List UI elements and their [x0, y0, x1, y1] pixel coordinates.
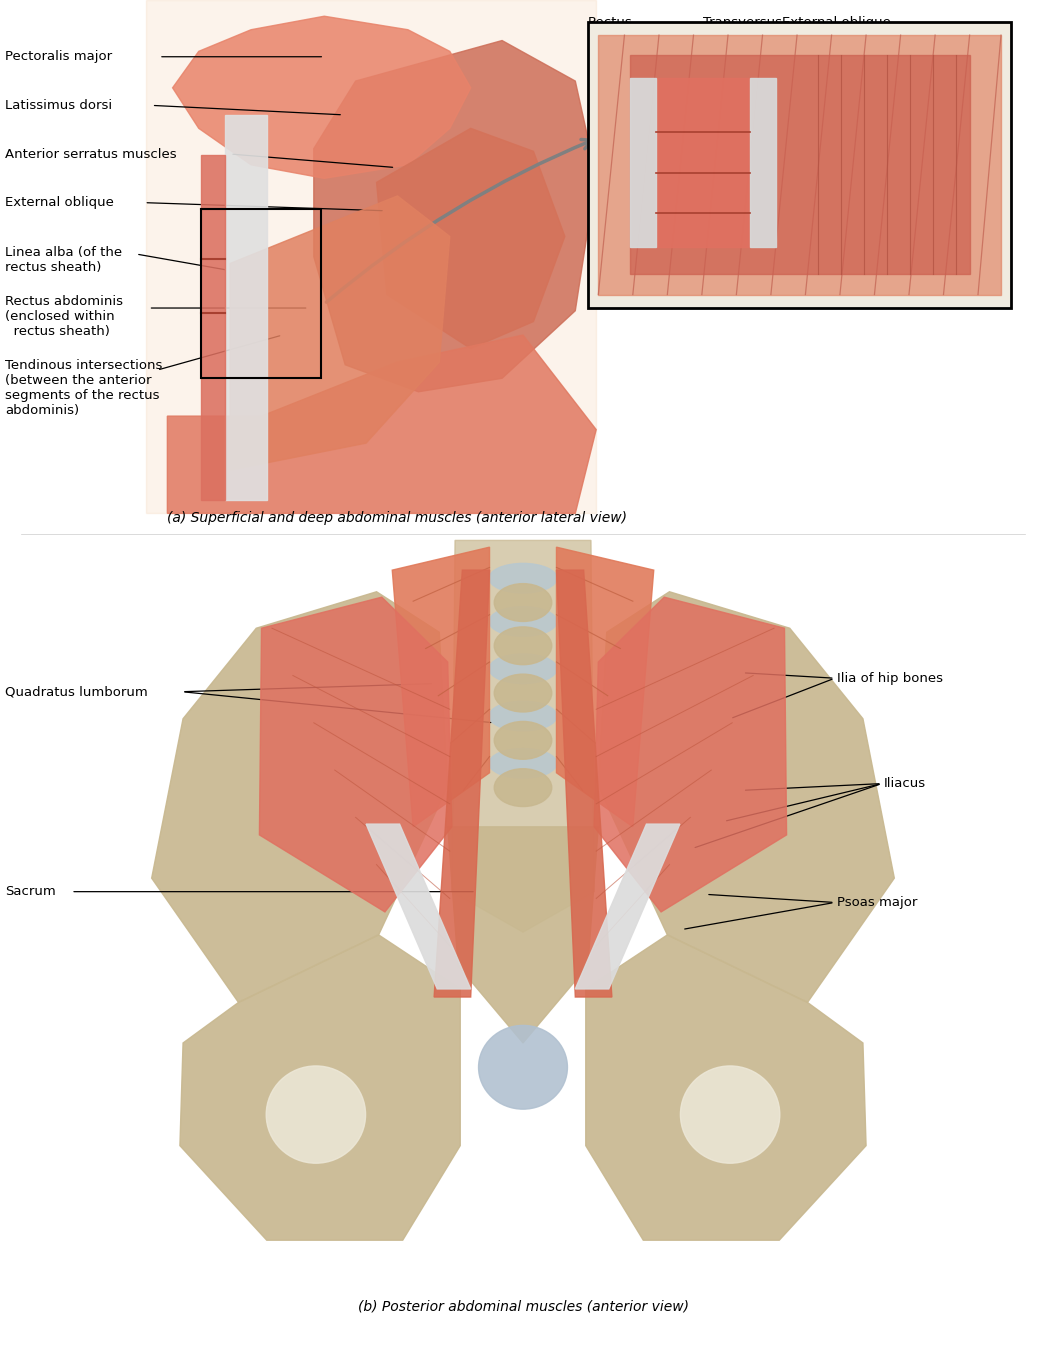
Text: (a) Superficial and deep abdominal muscles (anterior lateral view): (a) Superficial and deep abdominal muscl… [167, 511, 628, 524]
Polygon shape [630, 55, 970, 274]
Text: Anterior serratus muscles: Anterior serratus muscles [5, 147, 177, 161]
Polygon shape [575, 824, 680, 989]
Text: Psoas major: Psoas major [837, 896, 917, 909]
Text: Linea alba (of the
rectus sheath): Linea alba (of the rectus sheath) [5, 246, 122, 274]
Text: Tendinous intersections
(between the anterior
segments of the rectus
abdominis): Tendinous intersections (between the ant… [5, 359, 162, 417]
Bar [201, 209, 321, 378]
Polygon shape [598, 592, 894, 1002]
Text: Rectus abdominis: Rectus abdominis [588, 209, 706, 223]
Polygon shape [180, 935, 460, 1240]
Ellipse shape [266, 1066, 366, 1163]
Ellipse shape [494, 584, 552, 621]
Polygon shape [377, 128, 565, 349]
Ellipse shape [494, 721, 552, 759]
Text: Rectus abdominis
(enclosed within
  rectus sheath): Rectus abdominis (enclosed within rectus… [5, 295, 123, 338]
Polygon shape [434, 570, 490, 997]
Polygon shape [598, 35, 1001, 295]
Ellipse shape [488, 607, 556, 636]
Polygon shape [201, 155, 225, 500]
Text: External oblique: External oblique [5, 196, 114, 209]
Polygon shape [586, 935, 866, 1240]
Bar [656, 78, 750, 247]
Ellipse shape [494, 769, 552, 807]
Text: (b) Posterior abdominal muscles (anterior view): (b) Posterior abdominal muscles (anterio… [358, 1300, 688, 1313]
Bar [750, 78, 776, 247]
Polygon shape [556, 570, 612, 997]
Polygon shape [314, 41, 596, 392]
Ellipse shape [494, 674, 552, 712]
Polygon shape [152, 592, 448, 1002]
Ellipse shape [488, 563, 556, 593]
Polygon shape [167, 335, 596, 513]
Text: Latissimus dorsi: Latissimus dorsi [5, 99, 112, 112]
Text: Quadratus lumborum: Quadratus lumborum [5, 685, 147, 698]
Polygon shape [392, 547, 490, 827]
Polygon shape [173, 16, 471, 178]
Ellipse shape [488, 748, 556, 778]
Text: Sacrum: Sacrum [5, 885, 56, 898]
Polygon shape [259, 597, 452, 912]
Ellipse shape [479, 1025, 567, 1109]
Bar [588, 22, 1011, 308]
Ellipse shape [488, 654, 556, 684]
Ellipse shape [494, 627, 552, 665]
Text: Ilia of hip bones: Ilia of hip bones [837, 671, 942, 685]
Polygon shape [448, 827, 598, 1043]
Polygon shape [594, 597, 787, 912]
Text: Rectus
sheath: Rectus sheath [588, 16, 633, 45]
Ellipse shape [680, 1066, 779, 1163]
Polygon shape [452, 540, 594, 932]
Text: Iliacus: Iliacus [884, 777, 926, 790]
Bar [225, 115, 267, 500]
Text: Aponeurosis of
internal oblique: Aponeurosis of internal oblique [657, 254, 761, 282]
Text: External oblique: External oblique [782, 16, 891, 30]
Polygon shape [366, 824, 471, 989]
Polygon shape [146, 0, 596, 513]
Ellipse shape [488, 701, 556, 731]
Polygon shape [230, 196, 450, 470]
Polygon shape [556, 547, 654, 827]
Text: Internal oblique: Internal oblique [782, 280, 887, 293]
Text: Transversus
abdominis: Transversus abdominis [703, 16, 782, 45]
Bar [630, 78, 656, 247]
Text: Pectoralis major: Pectoralis major [5, 50, 112, 63]
